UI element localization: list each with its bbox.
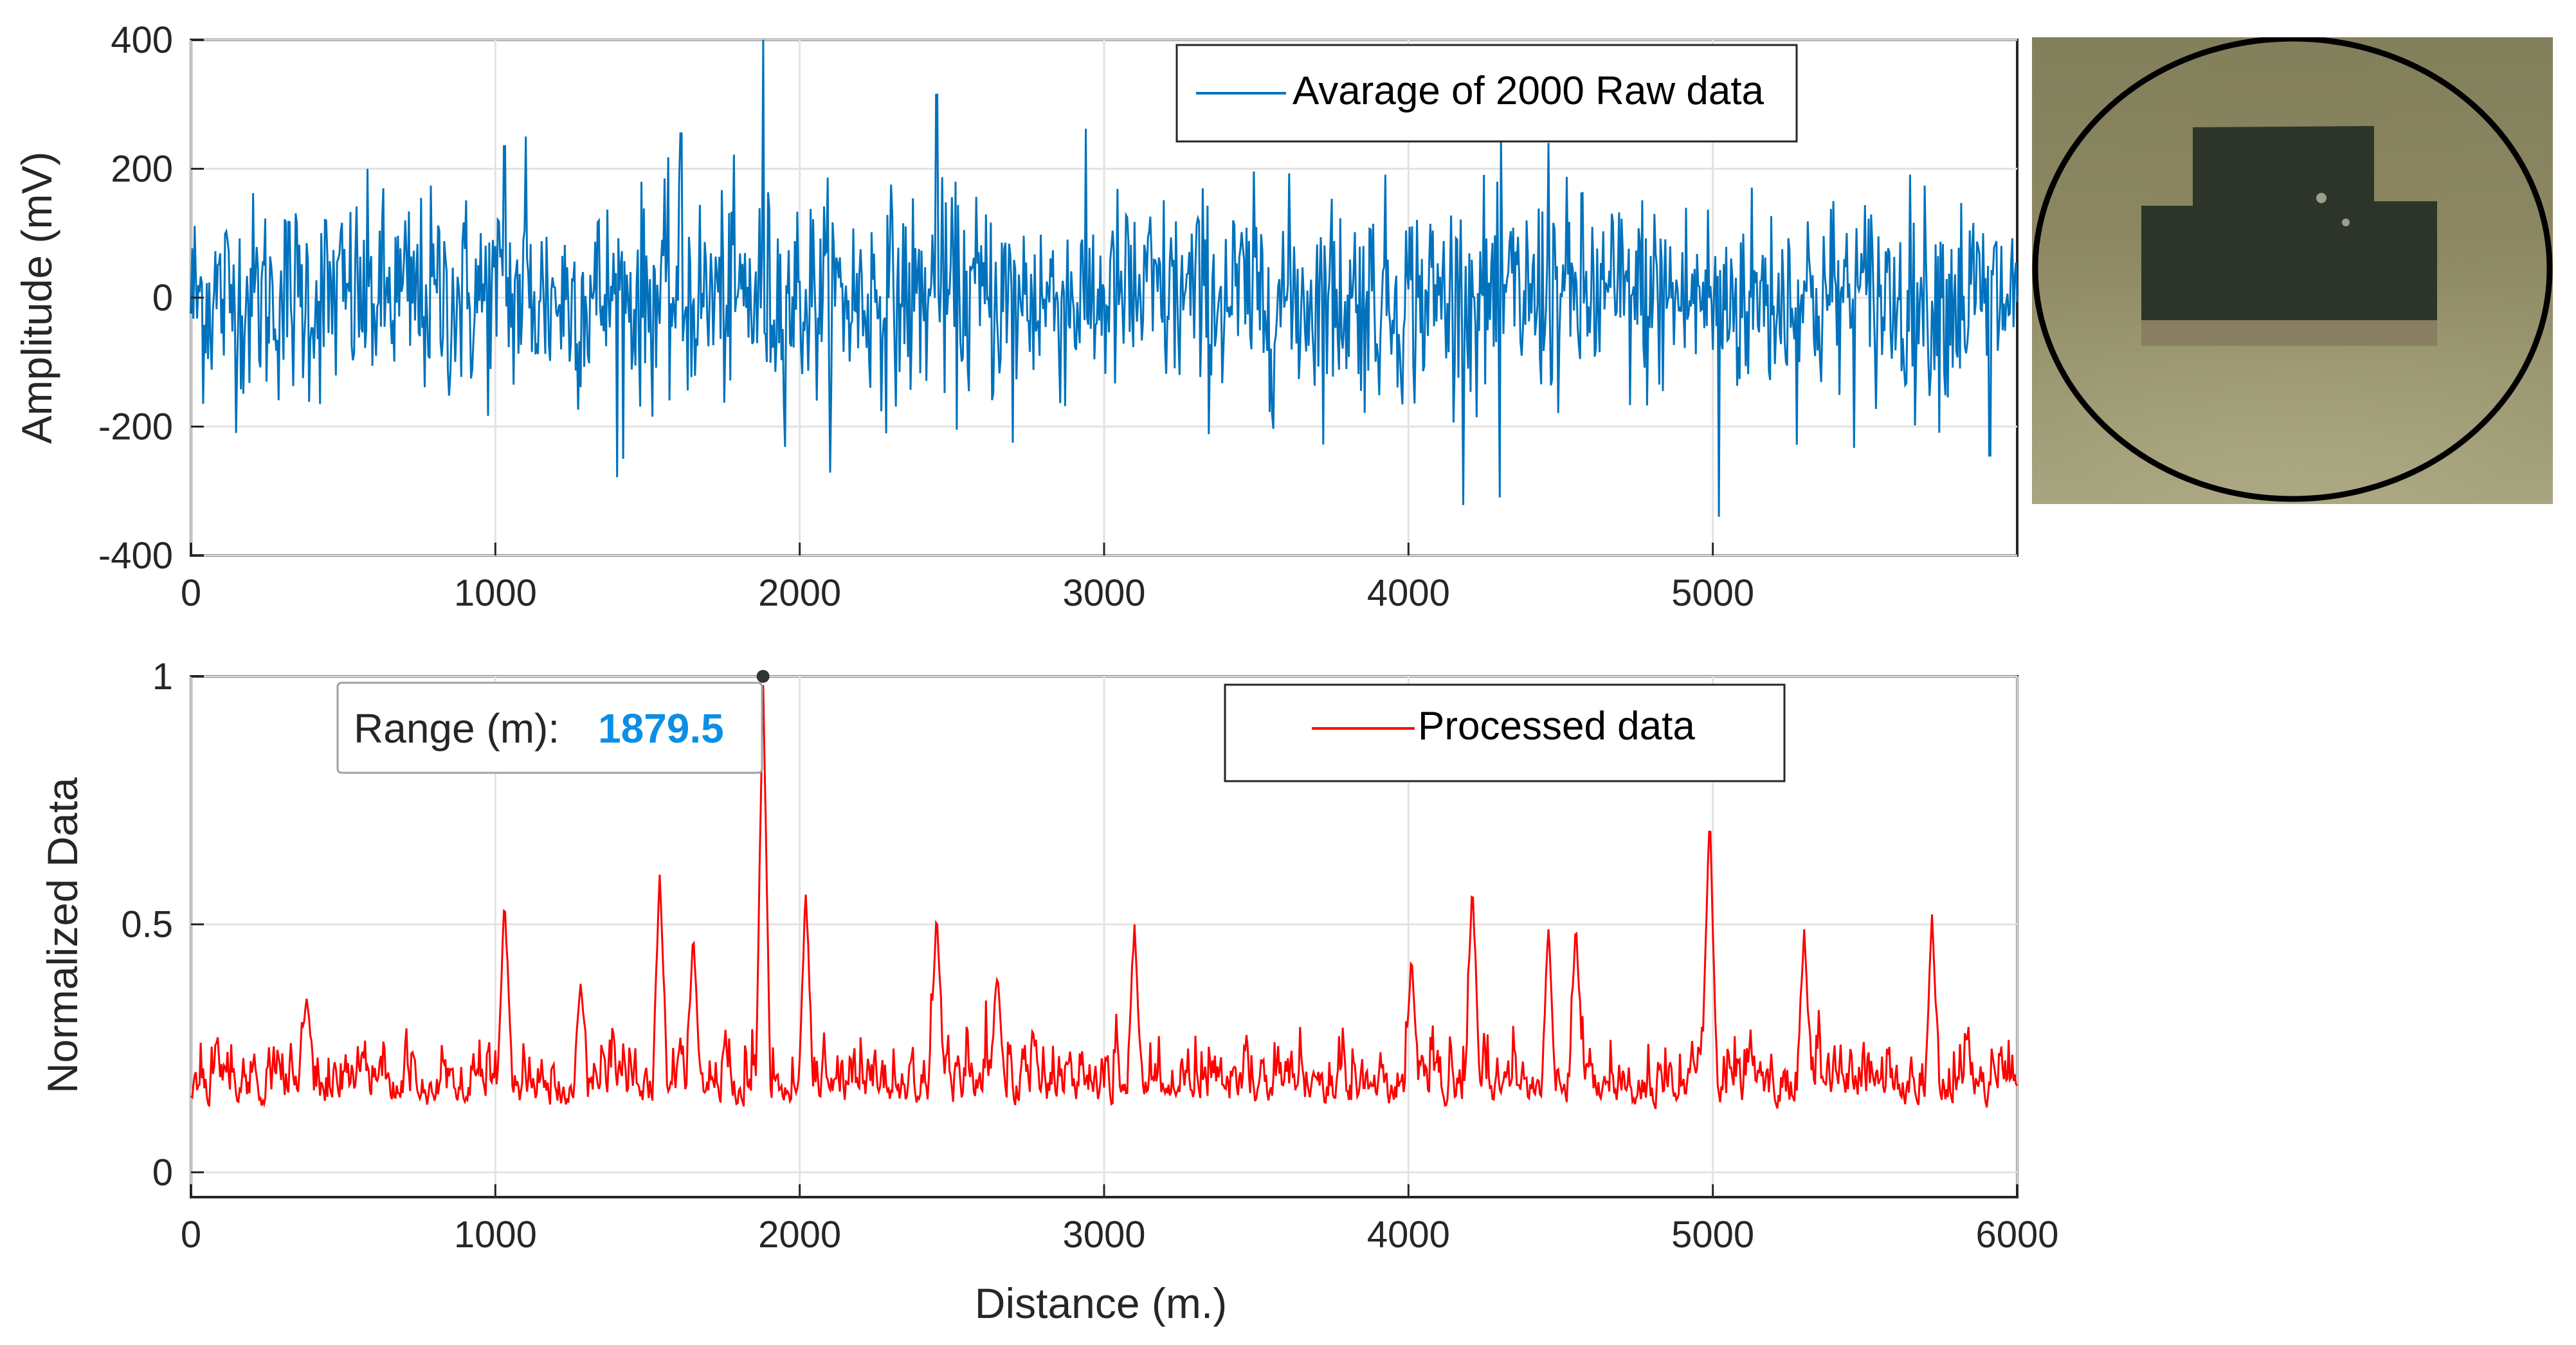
target-shadow xyxy=(2141,320,2437,346)
target-board xyxy=(2141,126,2437,320)
top-tick-label-x-1: 1000 xyxy=(454,572,537,614)
top-legend-label: Avarage of 2000 Raw data xyxy=(1293,69,1764,113)
top-tick-label-y-2: 0 xyxy=(152,277,173,319)
top-tick-label-y-3: -200 xyxy=(98,406,173,448)
bottom-chart: 0 1000 2000 3000 4000 5000 6000 1 0.5 0 Normalize… xyxy=(39,656,2059,1327)
top-series-polyline xyxy=(190,39,2018,517)
bottom-tick-label-x-3: 3000 xyxy=(1062,1214,1145,1256)
bottom-tick-label-x-6: 6000 xyxy=(1975,1214,2058,1256)
bottom-ticks: 0 1000 2000 3000 4000 5000 6000 1 0.5 0 xyxy=(121,656,2058,1256)
bottom-y-axis-label: Normalized Data xyxy=(39,777,86,1094)
bottom-tick-label-y-0: 1 xyxy=(152,656,173,698)
datatip-label: Range (m): xyxy=(354,705,559,752)
bottom-tick-label-x-4: 4000 xyxy=(1367,1214,1450,1256)
bottom-tick-label-y-2: 0 xyxy=(152,1151,173,1193)
bottom-tick-label-x-2: 2000 xyxy=(758,1214,841,1256)
bottom-series-line xyxy=(190,685,2018,1110)
top-tick-label-x-4: 4000 xyxy=(1367,572,1450,614)
bottom-legend-box xyxy=(1224,683,1786,782)
datatip-marker xyxy=(756,670,770,683)
target-circle xyxy=(2032,37,2553,502)
datatip-box xyxy=(336,682,763,774)
top-tick-label-x-0: 0 xyxy=(181,572,201,614)
bottom-tick-label-y-1: 0.5 xyxy=(121,904,173,946)
top-legend: Avarage of 2000 Raw data xyxy=(1175,44,1798,143)
top-tick-label-y-0: 400 xyxy=(111,19,173,61)
top-tick-label-y-4: -400 xyxy=(98,535,173,577)
top-y-axis-label: Amplitude (mV) xyxy=(13,152,60,444)
top-series-line xyxy=(190,39,2018,517)
bottom-series-polyline xyxy=(190,685,2018,1110)
bottom-legend: Processed data xyxy=(1224,683,1786,782)
datatip[interactable]: Range (m): 1879.5 xyxy=(336,670,770,774)
bottom-tick-label-x-1: 1000 xyxy=(454,1214,537,1256)
target-mark-2 xyxy=(2342,219,2350,226)
bottom-x-axis-label: Distance (m.) xyxy=(975,1279,1227,1327)
top-tick-label-x-2: 2000 xyxy=(758,572,841,614)
top-tick-label-x-5: 5000 xyxy=(1671,572,1754,614)
target-mark xyxy=(2316,193,2327,203)
bottom-legend-label: Processed data xyxy=(1418,704,1695,748)
top-tick-label-y-1: 200 xyxy=(111,149,173,190)
bottom-tick-label-x-0: 0 xyxy=(181,1214,201,1256)
target-photo xyxy=(2032,37,2553,504)
datatip-value: 1879.5 xyxy=(598,705,724,752)
top-tick-label-x-3: 3000 xyxy=(1062,572,1145,614)
bottom-tick-label-x-5: 5000 xyxy=(1671,1214,1754,1256)
